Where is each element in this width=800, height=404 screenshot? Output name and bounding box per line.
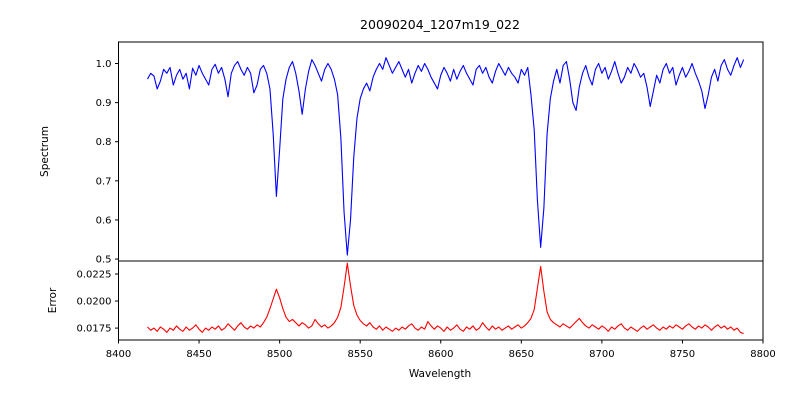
x-tick-label: 8450	[186, 349, 211, 360]
y-axis-label-error: Error	[47, 287, 59, 313]
x-tick-label: 8700	[589, 349, 614, 360]
error-y-tick-label: 0.0225	[77, 269, 112, 280]
x-tick-label: 8750	[670, 349, 695, 360]
x-axis-label: Wavelength	[409, 368, 471, 380]
x-tick-label: 8600	[428, 349, 453, 360]
chart-title: 20090204_1207m19_022	[360, 17, 520, 32]
spectrum-y-tick-label: 0.7	[96, 176, 112, 187]
x-tick-label: 8800	[750, 349, 775, 360]
y-axis-label-spectrum: Spectrum	[39, 126, 51, 177]
x-tick-label: 8650	[509, 349, 534, 360]
spectrum-y-tick-label: 1.0	[96, 59, 112, 70]
spectrum-line	[147, 57, 745, 256]
x-tick-label: 8550	[347, 349, 372, 360]
error-y-tick-label: 0.0175	[77, 324, 112, 335]
spectrum-y-tick-label: 0.5	[96, 255, 112, 266]
spectrum-y-tick-label: 0.8	[96, 137, 112, 148]
plot-area: 0.5 0.6 0.7 0.8 0.9 1.0 0.0175 0.0200 0.0225 8400…	[77, 41, 776, 360]
x-tick-label: 8500	[267, 349, 292, 360]
spectrum-y-tick-label: 0.6	[96, 215, 112, 226]
spectrum-y-tick-label: 0.9	[96, 98, 112, 109]
error-line	[147, 262, 744, 335]
error-y-tick-label: 0.0200	[77, 297, 112, 308]
x-tick-label: 8400	[106, 349, 131, 360]
